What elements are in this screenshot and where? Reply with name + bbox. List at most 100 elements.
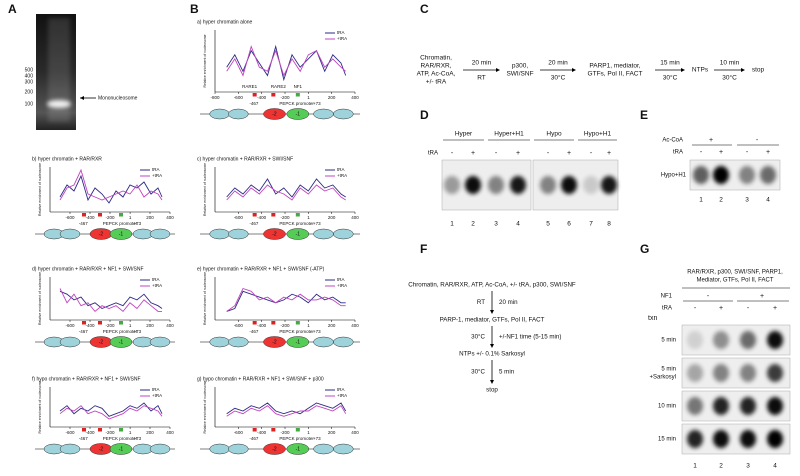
legend-label: +tRA — [337, 393, 347, 398]
row-label: Hypo+H1 — [661, 173, 687, 179]
group-label: Hyper — [455, 131, 473, 138]
series-line — [226, 44, 347, 82]
nucleosome — [209, 336, 230, 348]
x-tick-label: 200 — [328, 215, 336, 220]
nucleosome — [228, 228, 249, 240]
nucleosome-label: -2 — [99, 446, 104, 452]
band — [687, 397, 703, 415]
panel-label: A — [8, 2, 17, 16]
group-label: Hypo+H1 — [584, 131, 612, 138]
site-box — [119, 213, 123, 217]
arrow-head — [490, 344, 494, 348]
y-axis-label: Relative enrichment of nucleosome — [38, 380, 42, 433]
marker-label: 300 — [25, 79, 34, 85]
legend-label: +tRA — [152, 393, 162, 398]
promoter-label: +73 — [313, 221, 321, 226]
promoter-label: -467 — [79, 329, 89, 334]
flow-node: ATP, Ac-CoA, — [417, 71, 456, 78]
chart-title: b) hyper chromatin + RAR/RXR — [32, 156, 102, 162]
header: Mediator, GTFs, Pol II, FACT — [696, 278, 773, 284]
nucleosome-label: -1 — [296, 446, 301, 452]
series-line — [226, 178, 346, 198]
lane-number: 1 — [693, 463, 697, 470]
x-tick-label: 200 — [146, 430, 154, 435]
x-tick-label: 400 — [351, 430, 359, 435]
nucleosome-label: -2 — [272, 446, 277, 452]
chart-title: e) hyper chromatin + RAR/RXR + NF1 + SWI… — [197, 266, 325, 272]
site-box — [252, 213, 257, 217]
site-box — [271, 213, 276, 217]
x-tick-label: -200 — [105, 323, 115, 328]
arrow-label: 30°C — [471, 369, 485, 376]
x-tick-label: 400 — [351, 95, 359, 100]
row-label: Ac-CoA — [662, 138, 683, 144]
arrow-label: 5 min — [499, 369, 515, 376]
nucleosome — [333, 336, 354, 348]
band — [488, 176, 504, 194]
legend-label: +tRA — [337, 173, 347, 178]
lane-number: 3 — [494, 221, 498, 228]
band — [687, 430, 703, 448]
sign: - — [694, 305, 697, 312]
nucleosome-2 — [263, 443, 286, 455]
band — [583, 176, 599, 194]
band — [540, 176, 556, 194]
nucleosome — [59, 228, 81, 240]
band — [687, 331, 703, 349]
x-tick-label: -400 — [85, 215, 95, 220]
lane-number: 4 — [773, 463, 777, 470]
arrow-label: 30°C — [471, 334, 485, 341]
x-tick-label: -200 — [105, 430, 115, 435]
nucleosome-label: -2 — [99, 231, 104, 237]
x-tick-label: 400 — [351, 215, 359, 220]
arrow-head — [490, 310, 494, 314]
band — [767, 430, 783, 448]
x-tick-label: -400 — [257, 215, 267, 220]
site-box — [82, 428, 86, 432]
site-label: RARE2 — [271, 84, 287, 89]
nucleosome — [313, 108, 334, 120]
x-tick-label: -200 — [280, 430, 290, 435]
nucleosome-label: -1 — [119, 231, 124, 237]
group-label: Hypo — [546, 131, 562, 138]
row-label: tRA — [662, 306, 672, 312]
chart-title: a) hyper chromatin alone — [197, 19, 253, 25]
legend-label: +tRA — [152, 283, 162, 288]
sign: + — [760, 293, 764, 300]
band — [760, 166, 776, 184]
flow-node: NTPs — [692, 67, 709, 74]
site-box — [119, 321, 123, 325]
flow-step: Chromatin, RAR/RXR, ATP, Ac-CoA, +/- tRA… — [408, 282, 576, 289]
sign: + — [709, 137, 713, 144]
site-box — [252, 321, 257, 325]
nucleosome — [209, 108, 230, 120]
x-tick-label: 400 — [166, 430, 174, 435]
gel-band — [47, 100, 71, 108]
sign: - — [747, 305, 750, 312]
x-tick-label: 1 — [129, 323, 132, 328]
site-label: NF1 — [294, 84, 303, 89]
nucleosome-1 — [286, 443, 310, 455]
series-line — [226, 405, 347, 417]
flow-node: RAR/RXR, — [420, 63, 451, 70]
arrow-head — [496, 68, 500, 72]
series-line — [59, 174, 163, 204]
series-line — [59, 405, 163, 420]
x-tick-label: -600 — [234, 215, 244, 220]
nucleosome-1 — [109, 228, 133, 240]
x-tick-label: 200 — [328, 430, 336, 435]
band — [767, 364, 783, 382]
sign: - — [746, 149, 749, 156]
x-tick-label: 1 — [307, 323, 310, 328]
chart-title: g) hypo chromatin + RAR/RXR + NF1 + SWI/… — [197, 376, 324, 382]
nucleosome-1 — [286, 108, 310, 120]
y-axis-label: Relative enrichment of nucleosome — [203, 272, 207, 325]
chart-title: f) hypo chromatin + RAR/RXR + NF1 + SWI/… — [32, 376, 141, 382]
site-box — [295, 321, 300, 325]
panel-label: E — [640, 108, 648, 122]
site-box — [252, 428, 257, 432]
x-tick-label: -800 — [210, 95, 220, 100]
series-line — [226, 402, 347, 415]
nucleosome — [228, 108, 249, 120]
y-axis-label: Relative enrichment of nucleosome — [203, 163, 207, 216]
